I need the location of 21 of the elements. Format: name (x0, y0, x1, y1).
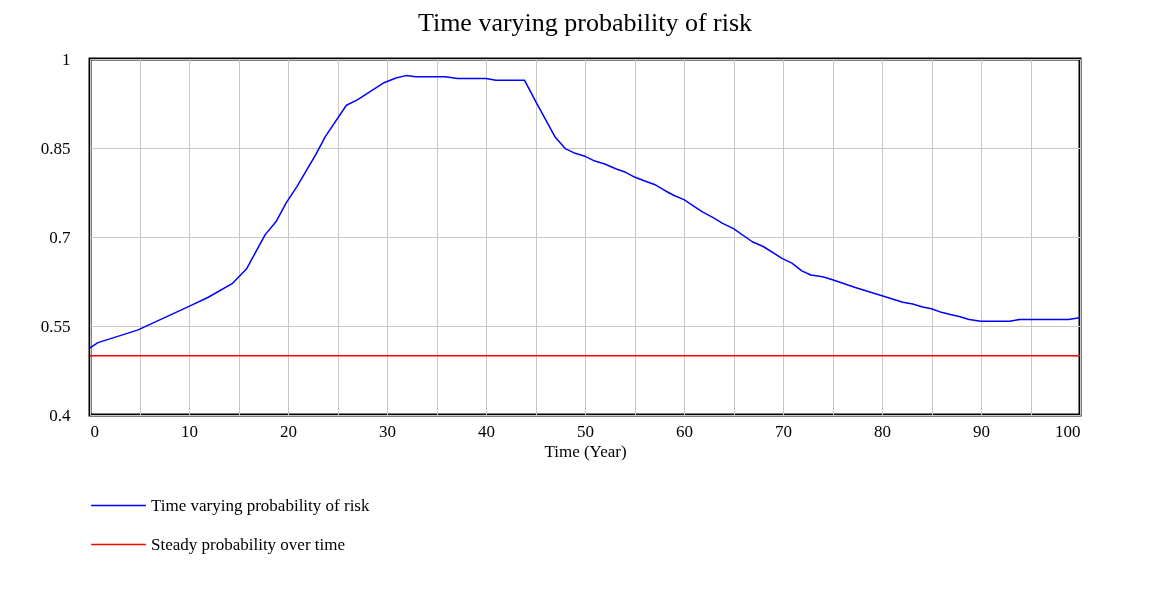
x-tick-label: 0 (90, 421, 99, 441)
x-tick-label: 90 (973, 421, 990, 441)
legend-label: Time varying probability of risk (151, 495, 370, 515)
x-tick-label: 60 (676, 421, 693, 441)
x-tick-label: 30 (379, 421, 396, 441)
y-tick-label: 1 (62, 49, 71, 69)
legend-label: Steady probability over time (151, 534, 346, 554)
x-axis-title: Time (Year) (544, 441, 627, 461)
x-tick-label: 10 (181, 421, 198, 441)
y-tick-label: 0.4 (49, 405, 71, 425)
y-tick-label: 0.7 (49, 227, 71, 247)
x-tick-label: 40 (478, 421, 495, 441)
x-tick-label: 20 (280, 421, 297, 441)
chart-title: Time varying probability of risk (417, 8, 753, 37)
line-series (89, 74, 1081, 349)
x-tick-label: 80 (874, 421, 891, 441)
y-tick-label: 0.85 (40, 138, 71, 158)
y-tick-label: 0.55 (40, 316, 71, 336)
x-tick-label: 100 (1055, 421, 1081, 441)
x-tick-label: 70 (775, 421, 792, 441)
x-tick-label: 50 (577, 421, 594, 441)
